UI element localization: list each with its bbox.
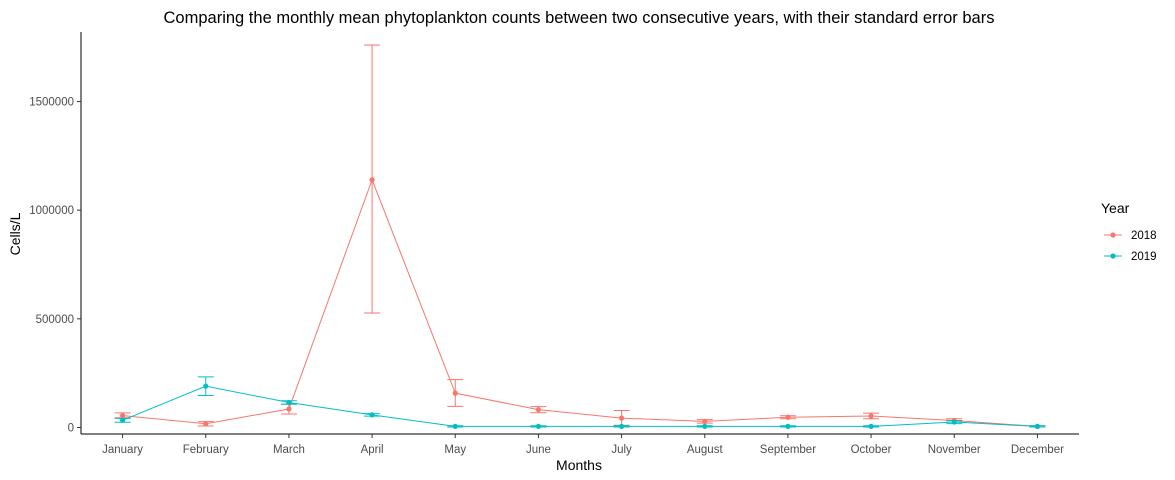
legend-item-2019-point <box>1110 253 1116 259</box>
series-2019-point <box>618 423 625 429</box>
series-2018-point <box>203 421 209 427</box>
legend-item-2019-label: 2019 <box>1131 251 1157 263</box>
series-2018-point <box>618 415 625 421</box>
series-2018-line <box>122 178 1038 427</box>
legend: 2018 2019 <box>1104 230 1157 263</box>
x-tick-label: August <box>687 444 724 456</box>
x-tick-label: March <box>273 444 305 456</box>
series-2018-point <box>785 414 791 420</box>
y-tick-label: 0 <box>68 422 74 434</box>
series-2018-point <box>535 407 542 413</box>
chart-title: Comparing the monthly mean phytoplankton… <box>164 9 995 27</box>
series-2019-point <box>286 399 292 406</box>
y-tick-label: 1500000 <box>29 97 74 109</box>
series-2018-point <box>369 177 375 183</box>
series-2018-point <box>452 390 458 396</box>
series-2019-line <box>122 385 1038 427</box>
x-axis-title: Months <box>556 457 602 473</box>
legend-title: Year <box>1101 200 1130 216</box>
x-tick-label: November <box>928 444 981 456</box>
x-tick-label: January <box>102 444 143 456</box>
series-2019-point <box>1034 423 1041 429</box>
plot-area: 0 500000 1000000 1500000 January February Marc… <box>29 32 1079 456</box>
series-2018-point <box>702 418 708 424</box>
x-tick-label: April <box>361 444 384 456</box>
x-tick-label: December <box>1011 444 1064 456</box>
series-2019-point <box>535 423 542 429</box>
x-tick-label: February <box>183 444 229 456</box>
series-2019-point <box>203 383 209 389</box>
series-2019-point <box>452 423 458 429</box>
series-2019-point <box>369 412 375 418</box>
series-2019-point <box>951 419 957 425</box>
x-tick-label: June <box>526 444 551 456</box>
series-2018-point <box>119 412 126 419</box>
x-tick-label: May <box>444 444 466 456</box>
series-2018-point <box>868 413 874 419</box>
y-axis-title: Cells/L <box>7 212 23 255</box>
series-2019-point <box>868 423 874 429</box>
legend-item-2018-point <box>1110 232 1116 238</box>
series-2019-point <box>702 423 708 429</box>
x-tick-label: July <box>611 444 632 456</box>
series-2018-point <box>286 406 292 412</box>
series-2019-point <box>785 423 791 429</box>
legend-item-2018-label: 2018 <box>1131 230 1157 242</box>
y-tick-label: 500000 <box>36 314 74 326</box>
x-tick-label: September <box>760 444 816 456</box>
x-tick-label: October <box>851 444 892 456</box>
y-tick-label: 1000000 <box>29 205 74 217</box>
series-2019-point <box>119 417 126 423</box>
